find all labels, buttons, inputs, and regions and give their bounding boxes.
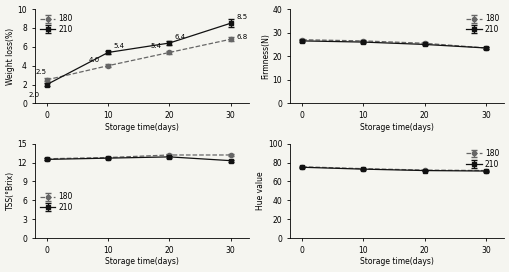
- X-axis label: Storage time(days): Storage time(days): [359, 123, 433, 132]
- X-axis label: Storage time(days): Storage time(days): [105, 123, 179, 132]
- Y-axis label: Weight loss(%): Weight loss(%): [6, 28, 15, 85]
- Text: 5.4: 5.4: [150, 43, 161, 49]
- Text: 2.0: 2.0: [29, 92, 40, 98]
- Legend: 180, 210: 180, 210: [464, 147, 500, 170]
- Y-axis label: TSS(°Brix): TSS(°Brix): [6, 171, 15, 211]
- Text: 5.4: 5.4: [114, 43, 124, 49]
- Text: 2.5: 2.5: [36, 69, 47, 75]
- Legend: 180, 210: 180, 210: [38, 13, 74, 35]
- Text: 8.5: 8.5: [236, 14, 247, 20]
- Text: 4.0: 4.0: [89, 57, 100, 63]
- X-axis label: Storage time(days): Storage time(days): [105, 257, 179, 267]
- Text: 6.8: 6.8: [236, 34, 247, 40]
- Text: 6.4: 6.4: [175, 34, 186, 40]
- Legend: 180, 210: 180, 210: [38, 191, 74, 214]
- Legend: 180, 210: 180, 210: [464, 13, 500, 35]
- Y-axis label: Hue value: Hue value: [256, 172, 265, 210]
- Y-axis label: Firmness(N): Firmness(N): [260, 33, 269, 79]
- X-axis label: Storage time(days): Storage time(days): [359, 257, 433, 267]
